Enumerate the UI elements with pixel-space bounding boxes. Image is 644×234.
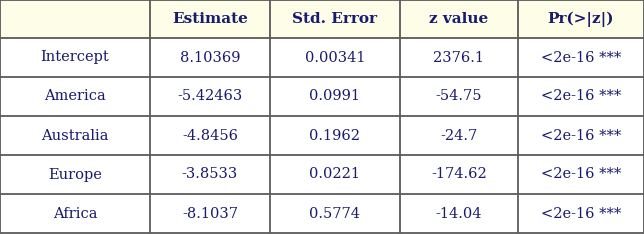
- Text: Intercept: Intercept: [41, 51, 109, 65]
- Text: <2e-16 ***: <2e-16 ***: [541, 128, 621, 143]
- Bar: [150, 116, 270, 155]
- Text: <2e-16 ***: <2e-16 ***: [541, 206, 621, 220]
- Bar: [0, 194, 150, 233]
- Text: <2e-16 ***: <2e-16 ***: [541, 51, 621, 65]
- Bar: [270, 38, 400, 77]
- Text: -4.8456: -4.8456: [182, 128, 238, 143]
- Bar: [150, 38, 270, 77]
- Text: -5.42463: -5.42463: [177, 89, 243, 103]
- Bar: [150, 155, 270, 194]
- Bar: [270, 155, 400, 194]
- Text: Australia: Australia: [41, 128, 109, 143]
- Text: Std. Error: Std. Error: [292, 12, 377, 26]
- Bar: [0, 155, 150, 194]
- Bar: [400, 0, 518, 38]
- Bar: [270, 0, 400, 38]
- Text: 2376.1: 2376.1: [433, 51, 484, 65]
- Text: Europe: Europe: [48, 168, 102, 182]
- Bar: [400, 38, 518, 77]
- Text: America: America: [44, 89, 106, 103]
- Bar: [400, 77, 518, 116]
- Bar: [150, 0, 270, 38]
- Bar: [518, 155, 644, 194]
- Bar: [270, 194, 400, 233]
- Bar: [0, 116, 150, 155]
- Text: z value: z value: [430, 12, 489, 26]
- Bar: [0, 77, 150, 116]
- Text: -54.75: -54.75: [436, 89, 482, 103]
- Bar: [150, 194, 270, 233]
- Text: -14.04: -14.04: [436, 206, 482, 220]
- Bar: [518, 77, 644, 116]
- Text: 8.10369: 8.10369: [180, 51, 240, 65]
- Text: Africa: Africa: [53, 206, 97, 220]
- Bar: [0, 0, 150, 38]
- Text: -3.8533: -3.8533: [182, 168, 238, 182]
- Text: 0.1962: 0.1962: [310, 128, 361, 143]
- Bar: [518, 38, 644, 77]
- Bar: [150, 77, 270, 116]
- Bar: [518, 0, 644, 38]
- Text: Estimate: Estimate: [172, 12, 248, 26]
- Bar: [400, 155, 518, 194]
- Text: 0.0221: 0.0221: [310, 168, 361, 182]
- Text: -8.1037: -8.1037: [182, 206, 238, 220]
- Text: Pr(>|z|): Pr(>|z|): [548, 11, 614, 27]
- Text: <2e-16 ***: <2e-16 ***: [541, 168, 621, 182]
- Bar: [270, 116, 400, 155]
- Bar: [518, 194, 644, 233]
- Text: -24.7: -24.7: [440, 128, 478, 143]
- Text: 0.0991: 0.0991: [310, 89, 361, 103]
- Text: 0.00341: 0.00341: [305, 51, 365, 65]
- Bar: [270, 77, 400, 116]
- Bar: [400, 116, 518, 155]
- Bar: [400, 194, 518, 233]
- Text: 0.5774: 0.5774: [310, 206, 361, 220]
- Bar: [518, 116, 644, 155]
- Text: -174.62: -174.62: [431, 168, 487, 182]
- Bar: [0, 38, 150, 77]
- Text: <2e-16 ***: <2e-16 ***: [541, 89, 621, 103]
